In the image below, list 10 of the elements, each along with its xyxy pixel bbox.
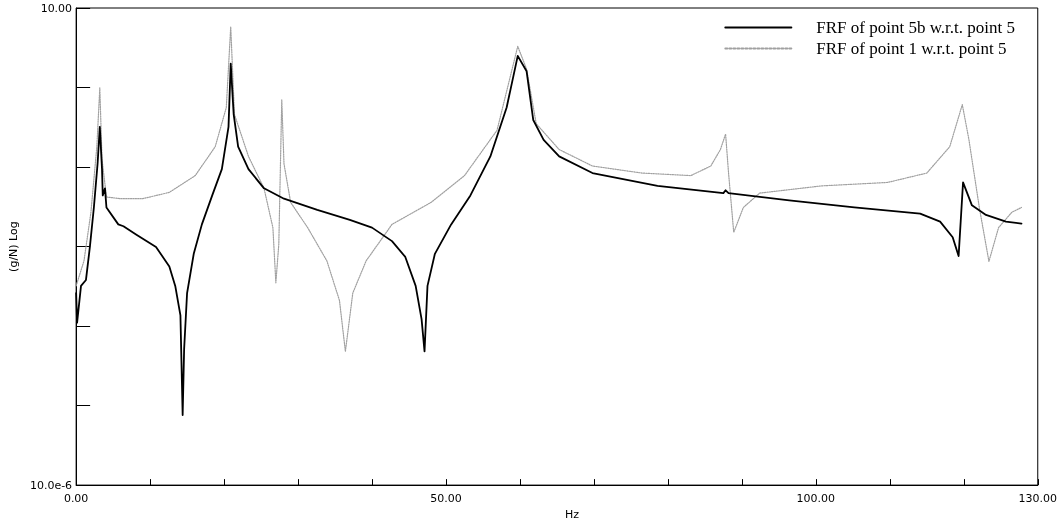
y-tick-label: 10.0e-6 (29, 478, 73, 492)
legend-label: FRF of point 5b w.r.t. point 5 (816, 18, 1015, 37)
x-tick-label: 50.00 (430, 492, 462, 506)
x-tick-label: 0.00 (63, 492, 89, 506)
x-tick-label: 100.00 (796, 492, 836, 506)
x-tick-label: 130.00 (1018, 492, 1058, 506)
x-axis-title: Hz (564, 508, 580, 521)
y-tick-label: 10.00 (40, 1, 73, 15)
legend-label: FRF of point 1 w.r.t. point 5 (816, 39, 1007, 58)
y-axis-title: (g/N) Log (7, 221, 20, 272)
